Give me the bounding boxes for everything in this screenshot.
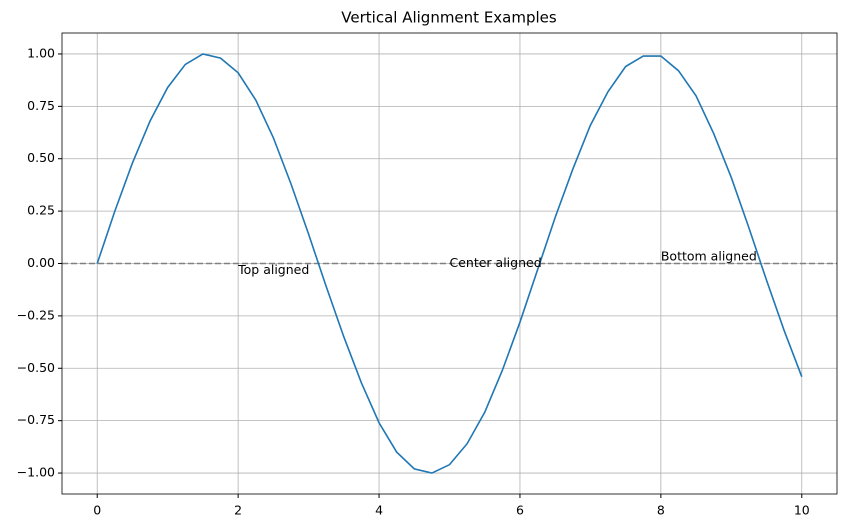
y-tick-label: 1.00: [27, 45, 55, 60]
y-tick-label: 0.75: [27, 98, 55, 113]
y-tick-label: −0.25: [17, 307, 55, 322]
y-tick-label: 0.00: [27, 255, 55, 270]
y-tick-label: −1.00: [17, 465, 55, 480]
x-tick-label: 6: [516, 503, 524, 518]
annotation: Top aligned: [237, 262, 309, 277]
line: [96, 53, 803, 474]
x-tick-label: 8: [657, 503, 665, 518]
y-tick-label: −0.75: [17, 412, 55, 427]
x-tick-label: 10: [794, 503, 810, 518]
annotation: Bottom aligned: [661, 249, 757, 264]
y-tick-label: −0.50: [17, 360, 55, 375]
x-tick-label: 0: [93, 503, 101, 518]
x-tick-label: 2: [234, 503, 242, 518]
plot-frame: [61, 32, 838, 495]
y-tick-label: 0.25: [27, 203, 55, 218]
y-tick-label: 0.50: [27, 150, 55, 165]
annotation: Center aligned: [450, 255, 542, 270]
x-tick-label: 4: [375, 503, 383, 518]
chart-title: Vertical Alignment Examples: [341, 9, 557, 27]
